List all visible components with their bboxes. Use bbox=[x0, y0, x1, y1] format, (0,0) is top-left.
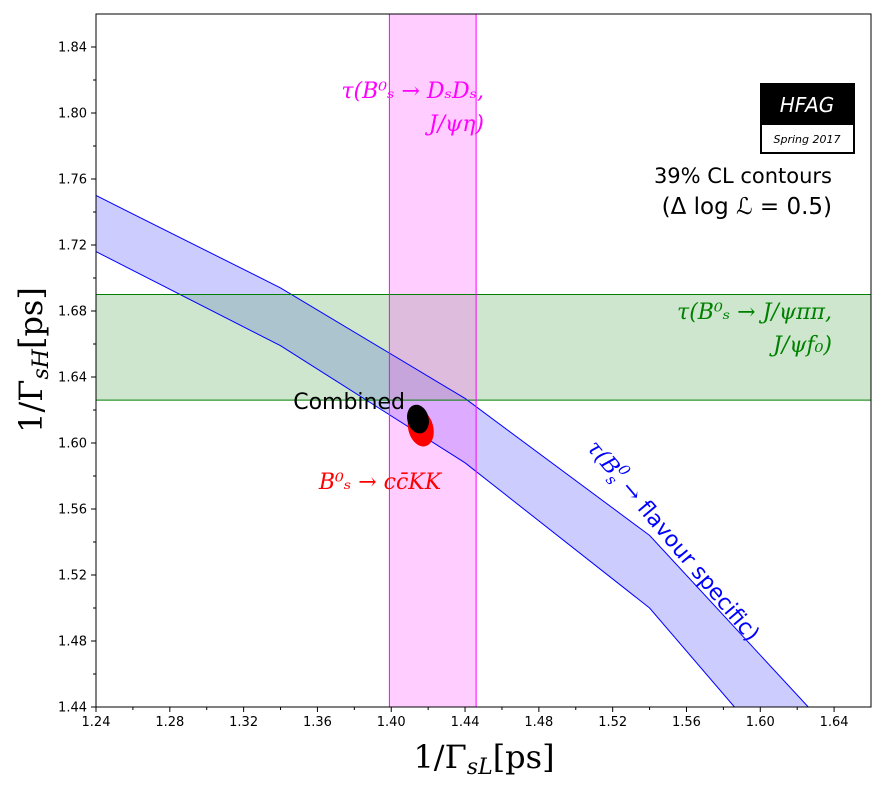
hfag-logo-subtitle: Spring 2017 bbox=[774, 133, 841, 146]
combined-ellipse bbox=[407, 404, 429, 434]
cl-annotation-line2: (Δ log ℒ = 0.5) bbox=[662, 194, 832, 220]
hfag-logo-title: HFAG bbox=[780, 93, 835, 117]
y-tick-label: 1.80 bbox=[58, 107, 87, 122]
jpsipipi-band-label-line2: J/ψf₀) bbox=[769, 333, 832, 358]
x-tick-label: 1.36 bbox=[303, 715, 332, 730]
x-axis-label-main: 1/Γ bbox=[413, 738, 466, 776]
jpsipipi-band-label-line1: τ(B⁰ₛ → J/ψππ, bbox=[677, 300, 832, 325]
x-tick-label: 1.44 bbox=[451, 715, 480, 730]
flavour-band-fill bbox=[96, 195, 809, 707]
y-tick-label: 1.72 bbox=[58, 239, 87, 254]
dsds-band-fill bbox=[389, 14, 477, 707]
x-tick-label: 1.40 bbox=[377, 715, 406, 730]
x-axis-label-sub: sL bbox=[467, 755, 493, 780]
dsds-band-label-line1: τ(B⁰ₛ → DₛDₛ, bbox=[341, 79, 484, 104]
dsds-band-label-line2: J/ψη) bbox=[425, 112, 484, 137]
x-tick-label: 1.56 bbox=[672, 715, 701, 730]
y-tick-label: 1.60 bbox=[58, 437, 87, 452]
combined-label: Combined bbox=[293, 390, 405, 415]
x-axis: 1.24 1.28 1.32 1.36 1.40 1.44 1.48 1.52 1.56 1.60… bbox=[82, 707, 849, 730]
y-axis-label-sub: sH bbox=[29, 348, 54, 379]
x-tick-label: 1.24 bbox=[82, 715, 111, 730]
y-tick-label: 1.56 bbox=[58, 503, 87, 518]
y-tick-label: 1.68 bbox=[58, 305, 87, 320]
hfag-logo-banner bbox=[762, 85, 853, 125]
y-axis-label-unit: [ps] bbox=[12, 287, 50, 349]
hfag-logo: HFAG Spring 2017 bbox=[760, 83, 855, 154]
y-tick-label: 1.48 bbox=[58, 635, 87, 650]
y-axis: 1.44 1.48 1.52 1.56 1.60 1.64 1.68 1.72 1.76 1.80… bbox=[58, 41, 96, 716]
y-tick-label: 1.84 bbox=[58, 41, 87, 56]
x-axis-label: 1/ΓsL[ps] bbox=[413, 738, 554, 780]
flavour-band-upper-edge bbox=[96, 195, 809, 707]
x-tick-label: 1.48 bbox=[524, 715, 553, 730]
x-tick-label: 1.28 bbox=[155, 715, 184, 730]
plot-frame bbox=[95, 13, 872, 708]
x-tick-label: 1.60 bbox=[746, 715, 775, 730]
x-axis-label-unit: [ps] bbox=[493, 738, 555, 776]
y-tick-label: 1.44 bbox=[58, 701, 87, 716]
y-axis-label: 1/ΓsH[ps] bbox=[12, 287, 54, 433]
flavour-band-lower-edge bbox=[96, 251, 735, 707]
x-tick-label: 1.64 bbox=[820, 715, 849, 730]
cl-annotation-line1: 39% CL contours bbox=[654, 164, 832, 188]
x-tick-label: 1.52 bbox=[598, 715, 627, 730]
y-tick-label: 1.76 bbox=[58, 173, 87, 188]
y-tick-label: 1.64 bbox=[58, 371, 87, 386]
jpsipipi-band-fill bbox=[96, 294, 871, 401]
y-axis-label-main: 1/Γ bbox=[12, 380, 50, 433]
y-tick-label: 1.52 bbox=[58, 569, 87, 584]
bands-layer bbox=[96, 14, 871, 707]
x-tick-label: 1.32 bbox=[229, 715, 258, 730]
ellipse-layer bbox=[407, 404, 434, 447]
cckk-label: B⁰ₛ → cc̄KK bbox=[318, 470, 443, 495]
